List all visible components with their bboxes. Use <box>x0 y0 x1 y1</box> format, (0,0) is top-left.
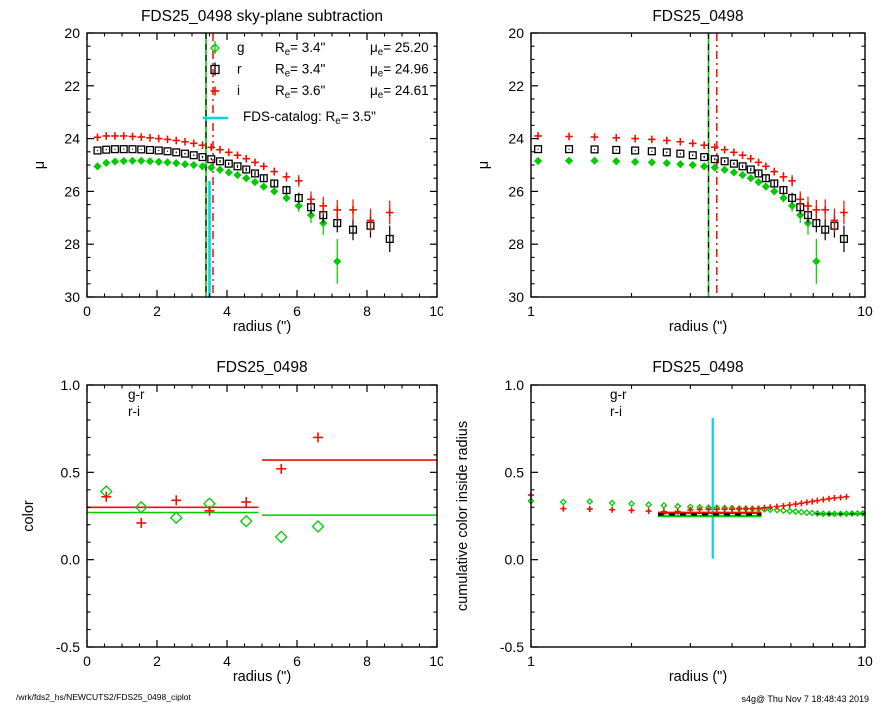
svg-text:4: 4 <box>223 303 231 319</box>
svg-text:20: 20 <box>508 25 524 41</box>
panel-top-left-wrap: FDS25_0498 sky-plane subtraction radius (… <box>0 0 443 354</box>
svg-text:30: 30 <box>508 289 524 305</box>
svg-text:28: 28 <box>64 236 80 252</box>
svg-text:20: 20 <box>64 25 80 41</box>
svg-text:i: i <box>237 83 240 98</box>
svg-text:g-r: g-r <box>610 387 627 402</box>
svg-text:28: 28 <box>508 236 524 252</box>
svg-text:FDS25_0498: FDS25_0498 <box>652 8 743 25</box>
svg-text:24: 24 <box>508 131 524 147</box>
footer-file-path: /wrk/fds2_hs/NEWCUTS2/FDS25_0498_ciplot <box>16 692 191 702</box>
svg-text:μe= 24.61: μe= 24.61 <box>370 83 429 101</box>
svg-text:2: 2 <box>153 653 161 669</box>
svg-text:30: 30 <box>64 289 80 305</box>
svg-text:0.5: 0.5 <box>505 464 525 480</box>
svg-text:24: 24 <box>64 131 80 147</box>
svg-text:10: 10 <box>857 653 873 669</box>
svg-text:0: 0 <box>83 653 91 669</box>
svg-text:μe= 25.20: μe= 25.20 <box>370 40 429 58</box>
svg-text:FDS-catalog: Re= 3.5": FDS-catalog: Re= 3.5" <box>243 109 376 127</box>
svg-text:0.0: 0.0 <box>505 552 525 568</box>
svg-text:2: 2 <box>153 303 161 319</box>
svg-text:g-r: g-r <box>128 387 145 402</box>
svg-text:Re= 3.4": Re= 3.4" <box>275 40 326 58</box>
svg-text:26: 26 <box>64 183 80 199</box>
svg-text:cumulative color inside radius: cumulative color inside radius <box>455 421 471 611</box>
svg-text:μ: μ <box>32 161 48 169</box>
svg-text:Re= 3.4": Re= 3.4" <box>275 62 326 80</box>
svg-text:22: 22 <box>508 78 524 94</box>
svg-text:radius ("): radius (") <box>233 669 291 684</box>
svg-text:color: color <box>21 500 37 532</box>
svg-text:μe= 24.96: μe= 24.96 <box>370 62 429 80</box>
svg-text:FDS25_0498: FDS25_0498 <box>216 359 307 376</box>
svg-text:r-i: r-i <box>128 404 140 419</box>
svg-text:FDS25_0498: FDS25_0498 <box>652 359 743 376</box>
footer-user-timestamp: s4g@ Thu Nov 7 18:48:43 2019 <box>741 694 869 704</box>
svg-text:g: g <box>237 40 245 55</box>
svg-text:8: 8 <box>363 653 371 669</box>
svg-text:10: 10 <box>429 303 443 319</box>
svg-text:26: 26 <box>508 183 524 199</box>
svg-text:μ: μ <box>476 161 492 169</box>
svg-text:22: 22 <box>64 78 80 94</box>
svg-text:1: 1 <box>527 303 535 319</box>
panel-top-left: FDS25_0498 sky-plane subtraction radius (… <box>32 8 443 335</box>
svg-text:FDS25_0498 sky-plane subtracti: FDS25_0498 sky-plane subtraction <box>141 8 383 25</box>
svg-text:6: 6 <box>293 303 301 319</box>
svg-text:Re= 3.6": Re= 3.6" <box>275 83 326 101</box>
svg-text:0.0: 0.0 <box>61 552 81 568</box>
svg-text:8: 8 <box>363 303 371 319</box>
svg-text:0.5: 0.5 <box>61 464 81 480</box>
svg-text:radius ("): radius (") <box>669 319 727 335</box>
svg-text:10: 10 <box>857 303 873 319</box>
svg-text:1.0: 1.0 <box>61 377 81 393</box>
svg-text:radius ("): radius (") <box>669 669 727 684</box>
svg-text:4: 4 <box>223 653 231 669</box>
svg-text:6: 6 <box>293 653 301 669</box>
svg-text:r-i: r-i <box>610 404 622 419</box>
svg-text:radius ("): radius (") <box>233 319 291 335</box>
svg-text:r: r <box>237 62 242 77</box>
svg-text:-0.5: -0.5 <box>56 639 80 655</box>
svg-text:10: 10 <box>429 653 443 669</box>
svg-text:-0.5: -0.5 <box>500 639 524 655</box>
svg-text:1.0: 1.0 <box>505 377 525 393</box>
svg-text:1: 1 <box>527 653 535 669</box>
svg-text:0: 0 <box>83 303 91 319</box>
